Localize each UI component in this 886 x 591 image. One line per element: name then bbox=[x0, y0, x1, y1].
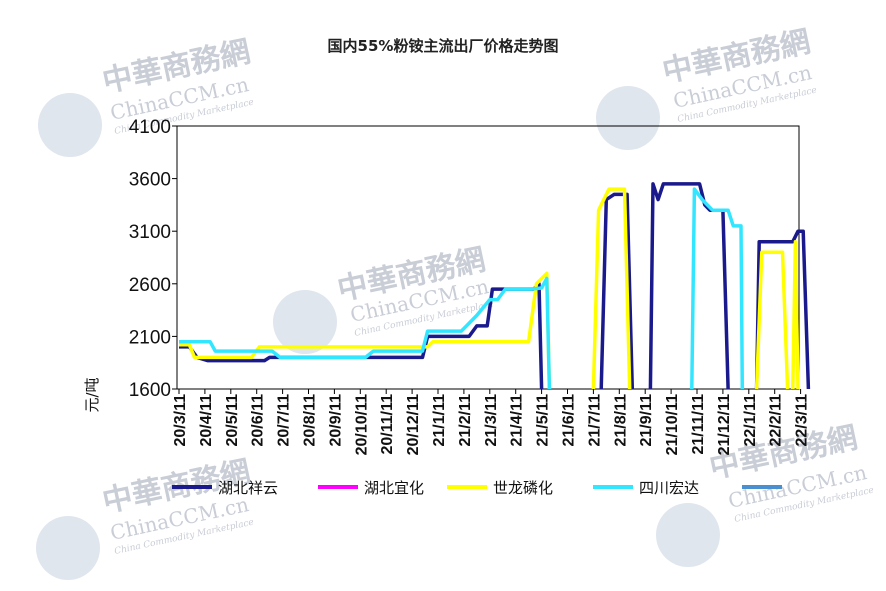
series-line-3-segment bbox=[591, 187, 632, 390]
x-tick-label: 21/12/11 bbox=[716, 394, 733, 456]
chart-title: 国内55%粉铵主流出厂价格走势图 bbox=[328, 37, 559, 55]
x-tick-label: 20/6/11 bbox=[250, 394, 267, 447]
legend-label-1: 湖北祥云 bbox=[218, 479, 278, 497]
watermark-top-left: 中華商務網 ChinaCCM.cn China Commodity Market… bbox=[38, 34, 255, 157]
legend: 湖北祥云 湖北宜化 世龙磷化 四川宏达 bbox=[172, 479, 782, 497]
x-tick-label: 21/1/11 bbox=[431, 394, 448, 447]
y-axis-label: 元/吨 bbox=[83, 377, 101, 412]
x-tick-label: 21/7/11 bbox=[586, 394, 603, 447]
legend-label-2: 湖北宜化 bbox=[364, 479, 424, 497]
x-tick-label: 21/2/11 bbox=[457, 394, 474, 447]
legend-label-3: 世龙磷化 bbox=[493, 479, 553, 497]
x-tick-label: 22/3/11 bbox=[794, 394, 811, 447]
watermark-center: 中華商務網 ChinaCCM.cn China Commodity Market… bbox=[273, 242, 495, 354]
x-tick-label: 21/5/11 bbox=[535, 394, 552, 447]
series-line-4-segment bbox=[690, 187, 745, 390]
x-tick-label: 20/8/11 bbox=[302, 394, 319, 447]
x-tick-label: 21/10/11 bbox=[664, 394, 681, 456]
y-tick-label: 3100 bbox=[129, 222, 171, 243]
legend-label-4: 四川宏达 bbox=[639, 479, 699, 497]
x-tick-label: 20/10/11 bbox=[353, 394, 370, 456]
y-tick-label: 4100 bbox=[129, 117, 171, 138]
series-lines bbox=[179, 182, 811, 390]
series-line-4-segment bbox=[179, 276, 552, 390]
x-tick-label: 20/5/11 bbox=[224, 394, 241, 447]
series-line-1-segment bbox=[599, 192, 635, 390]
y-tick-labels: 1600 2100 2600 3100 3600 4100 bbox=[129, 117, 177, 401]
y-tick-label: 3600 bbox=[129, 170, 171, 191]
x-tick-label: 20/12/11 bbox=[405, 394, 422, 456]
watermark-bottom-left: 中華商務網 ChinaCCM.cn China Commodity Market… bbox=[36, 454, 255, 580]
x-tick-label: 21/8/11 bbox=[612, 394, 629, 447]
watermark-top-right: 中華商務網 ChinaCCM.cn China Commodity Market… bbox=[596, 24, 818, 150]
x-tick-label: 21/3/11 bbox=[483, 394, 500, 447]
y-tick-label: 1600 bbox=[129, 380, 171, 401]
plot-area bbox=[176, 125, 800, 390]
x-tick-labels: 20/3/11 20/4/11 20/5/11 20/6/11 20/7/11 20/8/… bbox=[172, 389, 811, 455]
x-tick-label: 20/9/11 bbox=[327, 394, 344, 447]
y-tick-label: 2100 bbox=[129, 327, 171, 348]
series-line-3-segment bbox=[754, 250, 790, 390]
x-tick-label: 20/4/11 bbox=[198, 394, 215, 447]
x-tick-label: 21/9/11 bbox=[638, 394, 655, 447]
x-tick-label: 21/11/11 bbox=[690, 394, 707, 455]
x-tick-label: 22/2/11 bbox=[768, 394, 785, 447]
x-tick-label: 20/7/11 bbox=[276, 394, 293, 447]
x-tick-label: 21/6/11 bbox=[561, 394, 578, 447]
series-line-1-segment bbox=[754, 229, 811, 390]
x-tick-label: 20/3/11 bbox=[172, 394, 189, 447]
x-tick-label: 20/11/11 bbox=[379, 394, 396, 455]
series-line-3-segment bbox=[179, 271, 552, 390]
series-line-3-segment bbox=[791, 239, 800, 390]
y-tick-label: 2600 bbox=[129, 275, 171, 296]
x-tick-label: 22/1/11 bbox=[742, 394, 759, 447]
x-tick-label: 21/4/11 bbox=[509, 394, 526, 447]
series-line-1-segment bbox=[648, 182, 730, 390]
